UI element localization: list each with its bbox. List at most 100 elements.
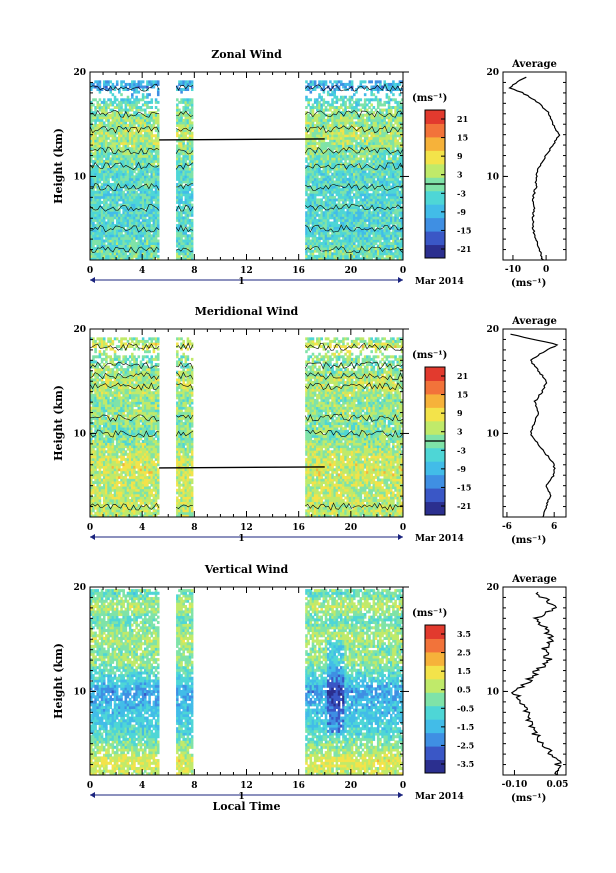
heatmap-cell: [331, 193, 334, 196]
heatmap-cell: [191, 160, 194, 163]
heatmap-cell: [185, 160, 188, 163]
heatmap-cell: [178, 109, 181, 112]
heatmap-cell: [157, 183, 160, 186]
heatmap-cell: [320, 198, 323, 201]
heatmap-cell: [157, 222, 160, 225]
heatmap-cell: [191, 103, 194, 106]
heatmap-cell: [135, 103, 138, 106]
heatmap-cell: [92, 103, 95, 106]
heatmap-cell: [191, 237, 194, 240]
heatmap-cell: [144, 216, 147, 219]
heatmap-cell: [157, 93, 160, 96]
heatmap-cell: [323, 139, 326, 142]
heatmap-cell: [133, 239, 136, 242]
heatmap-cell: [138, 91, 141, 94]
heatmap-cell: [305, 96, 308, 99]
heatmap-cell: [157, 80, 160, 83]
heatmap-cell: [178, 255, 181, 258]
heatmap-cell: [109, 91, 112, 94]
heatmap-cell: [333, 91, 336, 94]
heatmap-cell: [191, 196, 194, 199]
heatmap-cell: [314, 196, 317, 199]
heatmap-cell: [157, 173, 160, 176]
heatmap-cell: [327, 173, 330, 176]
heatmap-cell: [157, 168, 160, 171]
heatmap-cell: [125, 252, 128, 255]
heatmap-cell: [191, 247, 194, 250]
heatmap-cell: [103, 98, 106, 101]
heatmap-cell: [189, 119, 192, 122]
heatmap-cell: [120, 93, 123, 96]
heatmap-cell: [105, 109, 108, 112]
heatmap-cell: [157, 250, 160, 253]
heatmap-cell: [150, 106, 153, 109]
heatmap-cell: [191, 178, 194, 181]
heatmap-cell: [157, 142, 160, 145]
heatmap-cell: [116, 83, 119, 86]
heatmap-cell: [120, 103, 123, 106]
heatmap-cell: [191, 198, 194, 201]
heatmap-cell: [187, 216, 190, 219]
heatmap-cell: [150, 201, 153, 204]
heatmap-cell: [180, 237, 183, 240]
heatmap-cell: [191, 121, 194, 124]
heatmap-cell: [107, 83, 110, 86]
heatmap-cell: [133, 80, 136, 83]
heatmap-cell: [333, 93, 336, 96]
heatmap-cell: [191, 180, 194, 183]
heatmap-cell: [325, 80, 328, 83]
heatmap-cell: [157, 175, 160, 178]
heatmap-cell: [191, 175, 194, 178]
heatmap-cell: [129, 98, 132, 101]
heatmap-cell: [191, 88, 194, 91]
heatmap-cell: [312, 121, 315, 124]
heatmap-cell: [191, 234, 194, 237]
heatmap-cell: [191, 124, 194, 127]
heatmap-cell: [116, 201, 119, 204]
heatmap-cell: [331, 83, 334, 86]
heatmap-cell: [131, 93, 134, 96]
heatmap-cell: [187, 106, 190, 109]
heatmap-cell: [133, 170, 136, 173]
figure: Zonal Wind0 4 8 12 16 20 02010Height (km)1 Mar …: [0, 0, 616, 873]
heatmap-cell: [191, 245, 194, 248]
heatmap-cell: [148, 121, 151, 124]
heatmap-cell: [180, 214, 183, 217]
heatmap-cell: [112, 83, 115, 86]
heatmap-cell: [112, 222, 115, 225]
panel-title: Zonal Wind: [211, 48, 282, 61]
heatmap-cell: [307, 101, 310, 104]
heatmap-cell: [94, 121, 97, 124]
heatmap-cell: [120, 83, 123, 86]
heatmap-cell: [157, 116, 160, 119]
heatmap-cell: [103, 186, 106, 189]
heatmap-cell: [191, 255, 194, 258]
heatmap-cell: [327, 121, 330, 124]
heatmap-cell: [157, 232, 160, 235]
heatmap-cell: [191, 170, 194, 173]
heatmap-cell: [325, 147, 328, 150]
heatmap-cell: [135, 88, 138, 91]
heatmap-cell: [142, 80, 145, 83]
heatmap-cell: [120, 232, 123, 235]
heatmap-cell: [142, 93, 145, 96]
heatmap-cell: [146, 96, 149, 99]
heatmap-cell: [148, 232, 151, 235]
heatmap-cell: [157, 170, 160, 173]
heatmap-cell: [125, 106, 128, 109]
heatmap-cell: [157, 155, 160, 158]
heatmap-cell: [120, 111, 123, 114]
heatmap-cell: [107, 155, 110, 158]
heatmap-cell: [323, 98, 326, 101]
heatmap-cell: [112, 219, 115, 222]
heatmap-cell: [107, 137, 110, 140]
heatmap-cell: [191, 168, 194, 171]
heatmap-cell: [114, 101, 117, 104]
heatmap-cell: [176, 98, 179, 101]
heatmap-cell: [144, 109, 147, 112]
heatmap-cell: [157, 178, 160, 181]
heatmap-cell: [191, 224, 194, 227]
panel-0: Zonal Wind0 4 8 12 16 20 02010Height (km)1 Mar …: [52, 48, 566, 289]
heatmap-cell: [307, 224, 310, 227]
heatmap-cell: [142, 98, 145, 101]
